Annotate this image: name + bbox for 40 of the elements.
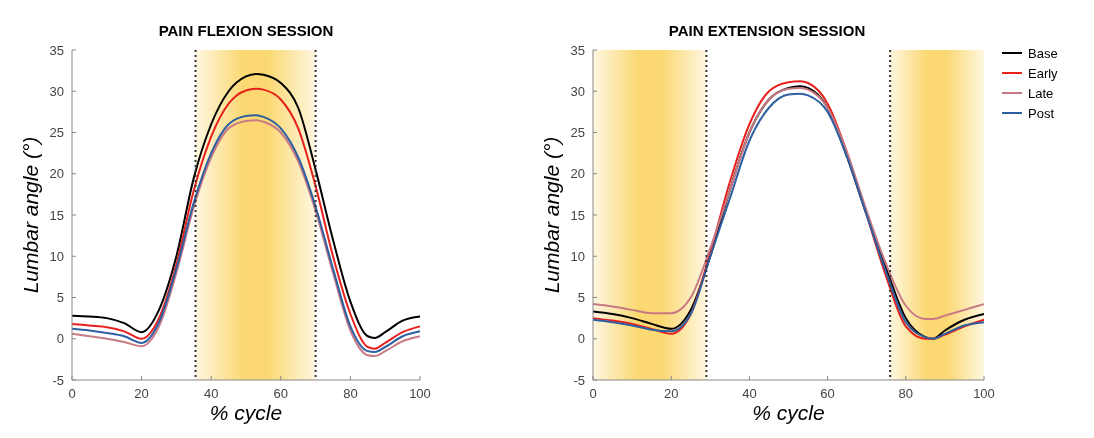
- y-axis-title: Lumbar angle (°): [540, 136, 563, 294]
- y-tick-label: 25: [49, 125, 64, 140]
- x-tick-label: 40: [203, 386, 219, 401]
- chart-title: PAIN FLEXION SESSION: [158, 22, 334, 39]
- x-tick-label: 20: [663, 386, 679, 401]
- y-tick-label: 15: [49, 207, 64, 223]
- x-tick-label: 0: [589, 386, 597, 401]
- legend-label: Base: [1028, 45, 1058, 61]
- y-tick-label: 10: [570, 248, 585, 264]
- x-tick-label: 40: [742, 386, 757, 401]
- y-tick-label: 0: [56, 331, 64, 347]
- x-tick-label: 60: [273, 386, 289, 401]
- y-tick-label: 30: [570, 83, 585, 99]
- y-axis-title: Lumbar angle (°): [19, 136, 42, 294]
- y-tick-label: -5: [573, 372, 585, 388]
- y-tick-label: 20: [49, 166, 64, 182]
- legend-label: Late: [1028, 85, 1054, 101]
- y-tick-label: 10: [49, 248, 64, 264]
- x-axis-title: % cycle: [752, 401, 825, 424]
- y-tick-label: 20: [570, 166, 585, 182]
- chart-title: PAIN EXTENSION SESSION: [668, 22, 866, 39]
- y-tick-label: 35: [570, 42, 585, 58]
- y-tick-label: 5: [56, 290, 64, 305]
- y-tick-label: 30: [49, 83, 64, 99]
- x-axis-title: % cycle: [209, 401, 283, 424]
- x-tick-label: 60: [820, 386, 835, 401]
- y-tick-label: 25: [570, 125, 585, 140]
- x-tick-label: 100: [409, 386, 431, 401]
- y-tick-label: 15: [570, 207, 585, 223]
- y-tick-label: 0: [577, 331, 585, 347]
- x-tick-label: 80: [343, 386, 358, 401]
- y-tick-label: 5: [577, 290, 585, 305]
- y-tick-label: -5: [52, 372, 64, 388]
- x-tick-label: 100: [973, 386, 995, 401]
- x-tick-label: 80: [898, 386, 914, 401]
- x-tick-label: 0: [68, 386, 76, 401]
- legend-label: Post: [1028, 105, 1055, 121]
- y-tick-label: 35: [49, 42, 64, 58]
- legend-label: Early: [1028, 65, 1059, 81]
- x-tick-label: 20: [134, 386, 149, 401]
